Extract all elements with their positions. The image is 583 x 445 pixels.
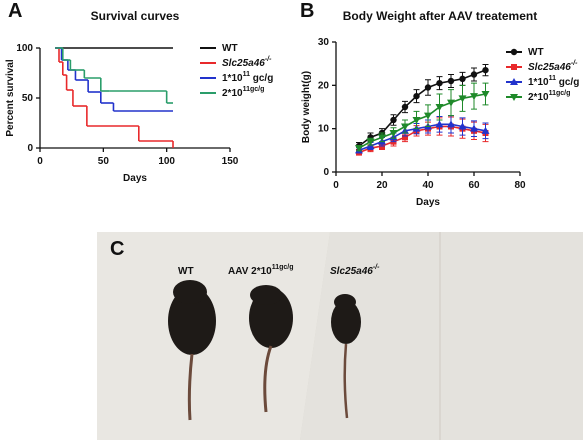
marker [402,134,408,141]
legend-label: 2*1011gc/g [222,86,264,98]
mouse [249,285,293,413]
x-tick-label: 60 [468,180,480,191]
marker [470,93,478,101]
y-tick-label: 10 [318,123,330,134]
y-tick-label: 0 [323,167,329,178]
x-tick-label: 20 [376,180,388,191]
marker [447,120,455,128]
y-tick-label: 50 [22,93,34,104]
legend-marker [510,48,518,56]
marker [401,123,409,131]
y-tick-label: 30 [318,37,330,48]
series-line [358,69,486,147]
legend-label: Slc25a46-/- [528,60,578,72]
x-tick-label: 150 [222,156,239,167]
marker [355,145,363,153]
marker [459,75,466,83]
y-axis-label: Percent survival [5,59,16,136]
marker [447,99,455,107]
chart-title: Body Weight after AAV treatement [343,9,537,23]
y-tick-label: 100 [16,43,33,54]
mouse [168,280,216,421]
panel-label: C [110,238,124,260]
x-tick-label: 0 [333,180,339,191]
marker [435,104,444,111]
marker [470,124,478,132]
marker [424,112,432,120]
marker [412,117,421,124]
marker [378,134,386,142]
marker [413,92,420,100]
legend-label: 1*1011 gc/g [528,75,579,87]
marker [458,95,467,103]
legend-label: WT [528,47,544,58]
marker [366,138,375,146]
photo-pad [300,232,583,440]
chart-title: Survival curves [91,9,180,23]
panel-label: B [300,0,314,22]
marker [435,120,444,128]
series-line [358,93,486,149]
photo-label: WT [178,266,194,277]
marker [436,79,443,87]
legend-marker [510,78,518,85]
photo-label: Slc25a46-/- [330,264,380,276]
marker [447,77,455,85]
legend-label: Slc25a46-/- [222,56,272,68]
marker [390,116,397,124]
marker [481,91,490,98]
x-tick-label: 80 [514,180,526,191]
legend-label: WT [222,43,238,54]
marker [458,122,467,130]
legend-marker [511,64,517,70]
mouse [331,294,361,419]
y-axis-label: Body weight(g) [301,71,312,143]
x-axis-label: Days [416,197,440,208]
x-tick-label: 0 [37,156,43,167]
x-axis-label: Days [123,173,147,184]
marker [401,103,409,111]
legend-marker [510,94,518,101]
x-tick-label: 40 [422,180,434,191]
marker [482,66,489,74]
x-tick-label: 50 [98,156,110,167]
marker [389,130,398,137]
y-tick-label: 20 [318,80,330,91]
legend-label: 2*1011gc/g [528,90,570,102]
panel-label: A [8,0,22,22]
marker [470,71,478,78]
x-tick-label: 100 [158,156,175,167]
marker [481,126,490,134]
photo-label: AAV 2*1011gc/g [228,264,294,276]
marker [424,84,432,91]
legend-label: 1*1011 gc/g [222,71,273,83]
y-tick-label: 0 [27,143,33,154]
